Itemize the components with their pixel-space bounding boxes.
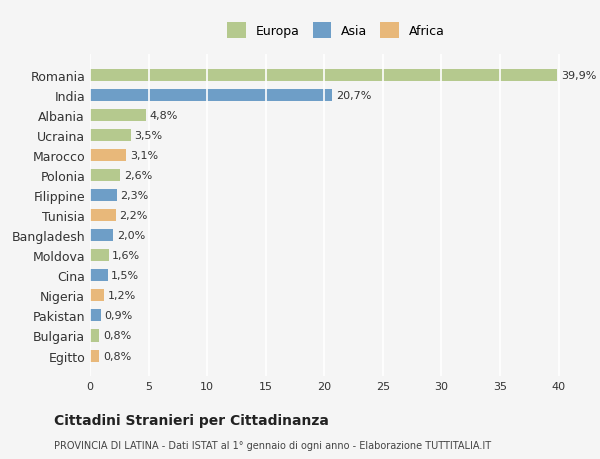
Text: 39,9%: 39,9% bbox=[561, 71, 596, 81]
Text: 1,5%: 1,5% bbox=[111, 271, 139, 281]
Text: 2,3%: 2,3% bbox=[121, 191, 149, 201]
Text: 0,8%: 0,8% bbox=[103, 351, 131, 361]
Text: 2,2%: 2,2% bbox=[119, 211, 148, 221]
Bar bbox=[90, 190, 117, 202]
Text: 2,0%: 2,0% bbox=[117, 231, 145, 241]
Text: 1,2%: 1,2% bbox=[107, 291, 136, 301]
Text: 0,8%: 0,8% bbox=[103, 331, 131, 341]
Text: 3,1%: 3,1% bbox=[130, 151, 158, 161]
Bar bbox=[90, 330, 100, 342]
Bar bbox=[90, 70, 557, 82]
Text: 0,9%: 0,9% bbox=[104, 311, 133, 321]
Bar bbox=[90, 130, 131, 142]
Legend: Europa, Asia, Africa: Europa, Asia, Africa bbox=[224, 20, 448, 42]
Text: 20,7%: 20,7% bbox=[336, 91, 371, 101]
Bar bbox=[90, 250, 109, 262]
Text: 3,5%: 3,5% bbox=[134, 131, 163, 141]
Text: 4,8%: 4,8% bbox=[150, 111, 178, 121]
Bar bbox=[90, 170, 121, 182]
Bar bbox=[90, 310, 101, 322]
Text: Cittadini Stranieri per Cittadinanza: Cittadini Stranieri per Cittadinanza bbox=[54, 413, 329, 427]
Text: 2,6%: 2,6% bbox=[124, 171, 152, 181]
Bar bbox=[90, 150, 127, 162]
Bar bbox=[90, 290, 104, 302]
Bar bbox=[90, 90, 332, 102]
Text: PROVINCIA DI LATINA - Dati ISTAT al 1° gennaio di ogni anno - Elaborazione TUTTI: PROVINCIA DI LATINA - Dati ISTAT al 1° g… bbox=[54, 440, 491, 450]
Text: 1,6%: 1,6% bbox=[112, 251, 140, 261]
Bar bbox=[90, 210, 116, 222]
Bar bbox=[90, 350, 100, 362]
Bar bbox=[90, 270, 107, 282]
Bar bbox=[90, 110, 146, 122]
Bar bbox=[90, 230, 113, 242]
